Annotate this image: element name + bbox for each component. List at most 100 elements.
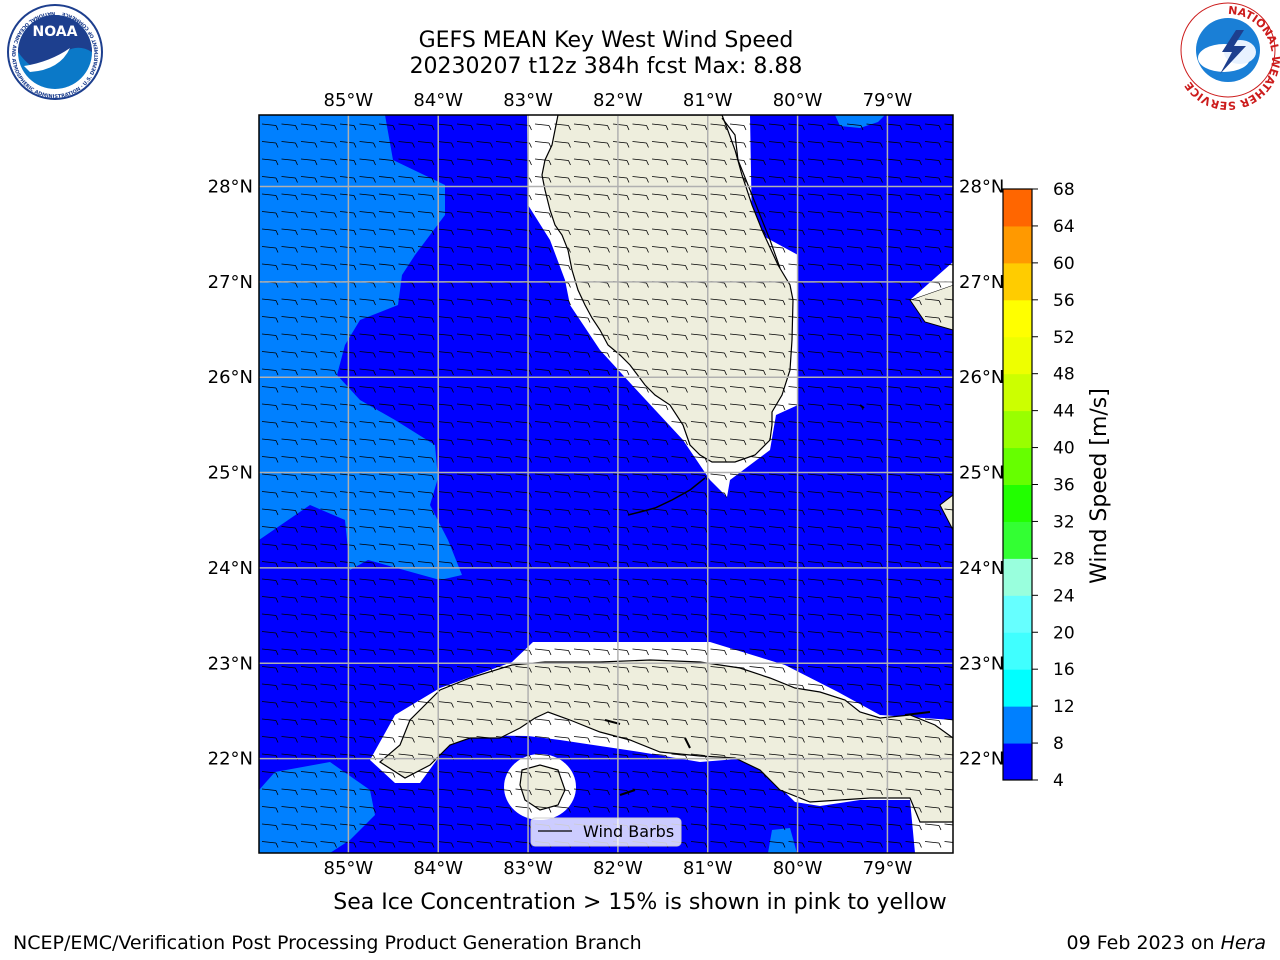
wind-speed-region-8-12-south: [768, 828, 797, 853]
wind-barb: [456, 368, 474, 376]
wind-barb: [515, 631, 532, 638]
wind-barb: [534, 438, 552, 446]
colorbar-tick-label: 20: [1053, 623, 1075, 643]
wind-barb: [573, 158, 591, 166]
wind-barb: [261, 123, 279, 131]
wind-barb: [710, 403, 727, 411]
wind-barb: [515, 456, 532, 463]
wind-barb: [359, 701, 376, 708]
wind-barb: [768, 648, 786, 656]
wind-barb: [768, 613, 786, 621]
wind-barb: [456, 578, 474, 586]
wind-barb: [885, 701, 903, 708]
wind-barb: [573, 123, 591, 131]
wind-barb: [534, 613, 552, 621]
wind-barb: [846, 631, 864, 638]
wind-barb: [846, 578, 864, 586]
wind-barb: [827, 176, 844, 183]
wind-barb: [651, 386, 669, 393]
wind-barb: [710, 141, 727, 148]
wind-barb: [710, 771, 727, 778]
wind-barb: [534, 631, 552, 638]
colorbar-segment: [1003, 632, 1032, 670]
wind-barb: [632, 316, 649, 323]
wind-barb: [710, 123, 727, 131]
wind-barb: [729, 543, 747, 551]
wind-barb: [632, 298, 649, 306]
wind-barb: [320, 666, 337, 673]
wind-barb: [476, 316, 493, 323]
wind-barb: [846, 683, 864, 691]
wind-barb: [885, 368, 903, 376]
wind-barb: [788, 701, 805, 708]
wind-barb: [554, 193, 571, 201]
wind-barb: [300, 631, 318, 638]
wind-barb: [866, 456, 883, 463]
lon-label-top: 84°W: [413, 90, 463, 111]
wind-barb: [924, 141, 942, 148]
wind-barb: [593, 298, 610, 306]
wind-barb: [807, 316, 825, 323]
wind-barb: [866, 333, 883, 341]
wind-barb: [944, 788, 953, 791]
wind-barb: [905, 841, 922, 848]
wind-barb: [924, 473, 942, 481]
wind-barb: [612, 211, 630, 218]
wind-barb: [417, 666, 435, 673]
wind-barb: [593, 561, 610, 568]
wind-barb: [300, 473, 318, 481]
wind-barb: [495, 596, 513, 603]
wind-barb: [534, 193, 552, 201]
wind-barb: [456, 263, 474, 271]
wind-barb: [437, 736, 454, 743]
wind-barb: [456, 631, 474, 638]
wind-barb: [905, 333, 922, 341]
wind-barb: [944, 333, 953, 336]
wind-barb: [729, 823, 747, 831]
wind-barb: [573, 421, 591, 428]
wind-barb: [398, 806, 415, 813]
wind-barb: [651, 211, 669, 218]
wind-barb: [281, 473, 298, 481]
wind-barb: [378, 613, 396, 621]
wind-barb: [671, 491, 688, 498]
wind-barb: [573, 473, 591, 481]
wind-barb: [300, 613, 318, 621]
wind-barb: [359, 473, 376, 481]
wind-barb: [300, 298, 318, 306]
wind-barb: [417, 788, 435, 796]
wind-barb: [456, 228, 474, 236]
wind-barb: [378, 631, 396, 638]
wind-barb: [866, 736, 883, 743]
wind-barb: [573, 193, 591, 201]
wind-barb: [846, 613, 864, 621]
wind-barb: [690, 298, 708, 306]
wind-barb: [554, 456, 571, 463]
wind-barb: [710, 596, 727, 603]
wind-barb: [339, 316, 357, 323]
wind-barb: [573, 491, 591, 498]
wind-barb: [612, 613, 630, 621]
wind-barb: [456, 841, 474, 848]
wind-barb: [651, 631, 669, 638]
wind-barb: [612, 316, 630, 323]
wind-barb: [476, 736, 493, 743]
wind-barb: [456, 526, 474, 533]
wind-barb: [651, 578, 669, 586]
wind-barb: [534, 316, 552, 323]
wind-barb: [807, 543, 825, 551]
wind-barb: [866, 841, 883, 848]
wind-barb: [885, 666, 903, 673]
wind-barb: [359, 736, 376, 743]
wind-barb: [788, 123, 805, 131]
wind-barb: [671, 158, 688, 166]
wind-barb: [788, 386, 805, 393]
wind-barb: [534, 246, 552, 253]
wind-barb: [281, 438, 298, 446]
wind-barb: [924, 491, 942, 498]
wind-barb: [495, 456, 513, 463]
wind-barb: [866, 368, 883, 376]
wind-barb: [339, 666, 357, 673]
wind-barb: [768, 771, 786, 778]
wind-barb: [671, 806, 688, 813]
